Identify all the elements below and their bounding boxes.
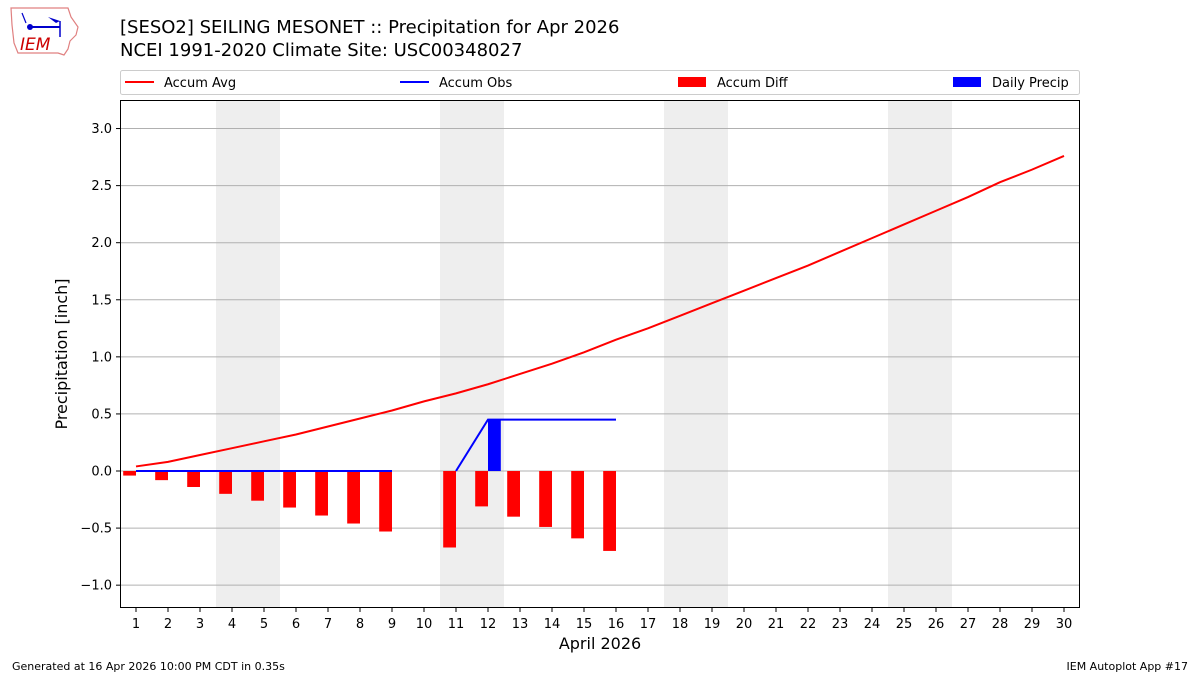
x-tick-label: 22 (800, 617, 817, 632)
x-tick-label: 30 (1056, 617, 1073, 632)
x-tick-label: 17 (640, 617, 657, 632)
x-tick-label: 11 (448, 617, 465, 632)
x-tick-label: 28 (992, 617, 1009, 632)
x-tick-label: 10 (416, 617, 433, 632)
bar-accum-diff (187, 471, 200, 487)
bar-accum-diff (347, 471, 360, 524)
x-tick-label: 6 (292, 617, 300, 632)
x-tick-label: 14 (544, 617, 561, 632)
x-tick-label: 23 (832, 617, 849, 632)
y-tick-label: 3.0 (91, 122, 112, 137)
x-tick-label: 2 (164, 617, 172, 632)
y-tick-label: 0.5 (91, 407, 112, 422)
bar-accum-diff (539, 471, 552, 527)
x-tick-label: 12 (480, 617, 497, 632)
x-tick-label: 25 (896, 617, 913, 632)
x-tick-label: 18 (672, 617, 689, 632)
x-axis-label: April 2026 (559, 634, 641, 653)
y-tick-label: 0.0 (91, 465, 112, 480)
legend-swatch (953, 77, 981, 87)
bar-accum-diff (507, 471, 520, 517)
x-tick-label: 15 (576, 617, 593, 632)
legend: Accum Avg Accum Obs Accum Diff Daily Precip (120, 70, 1080, 95)
x-tick-label: 19 (704, 617, 721, 632)
weekend-shade (664, 100, 728, 608)
x-tick-label: 21 (768, 617, 785, 632)
bar-accum-diff (315, 471, 328, 516)
bar-accum-diff (219, 471, 232, 494)
x-tick-label: 13 (512, 617, 529, 632)
plot-frame (120, 100, 1080, 608)
y-tick-label: −0.5 (80, 522, 112, 537)
legend-label: Accum Avg (164, 76, 236, 91)
line-accum-obs (455, 418, 616, 472)
y-tick-label: 1.5 (91, 293, 112, 308)
bar-daily-precip (488, 419, 501, 472)
y-tick-label: 2.0 (91, 236, 112, 251)
x-tick-label: 16 (608, 617, 625, 632)
x-tick-label: 7 (324, 617, 332, 632)
x-tick-label: 24 (864, 617, 881, 632)
generated-note: Generated at 16 Apr 2026 10:00 PM CDT in… (12, 660, 285, 673)
y-tick-label: 1.0 (91, 350, 112, 365)
legend-label: Daily Precip (992, 76, 1069, 91)
chart-subtitle: NCEI 1991-2020 Climate Site: USC00348027 (120, 40, 523, 61)
x-tick-label: 8 (356, 617, 364, 632)
x-tick-label: 4 (228, 617, 236, 632)
bar-accum-diff (251, 471, 264, 501)
bar-accum-diff (603, 471, 616, 551)
x-tick-label: 5 (260, 617, 268, 632)
bar-accum-diff (571, 471, 584, 539)
x-tick-label: 20 (736, 617, 753, 632)
line-accum-avg (135, 155, 1065, 468)
bar-accum-diff (379, 471, 392, 532)
bar-accum-diff (283, 471, 296, 508)
iem-logo: IEM (10, 7, 79, 56)
x-tick-label: 1 (132, 617, 140, 632)
x-tick-label: 26 (928, 617, 945, 632)
x-tick-label: 27 (960, 617, 977, 632)
legend-swatch (678, 77, 706, 87)
svg-text:IEM: IEM (20, 35, 51, 55)
bar-accum-diff (443, 471, 456, 548)
y-tick-label: 2.5 (91, 179, 112, 194)
weekend-shade (216, 100, 280, 608)
y-axis-label: Precipitation [inch] (52, 278, 71, 429)
y-tick-label: −1.0 (80, 579, 112, 594)
weekend-shade (888, 100, 952, 608)
app-note: IEM Autoplot App #17 (1066, 660, 1189, 673)
legend-label: Accum Diff (717, 76, 789, 91)
bar-accum-diff (475, 471, 488, 507)
chart-title: [SESO2] SEILING MESONET :: Precipitation… (120, 17, 620, 38)
legend-label: Accum Obs (439, 76, 512, 91)
x-tick-label: 3 (196, 617, 204, 632)
bar-accum-diff (123, 471, 136, 476)
x-tick-label: 29 (1024, 617, 1041, 632)
bar-accum-diff (155, 471, 168, 481)
x-tick-label: 9 (388, 617, 396, 632)
